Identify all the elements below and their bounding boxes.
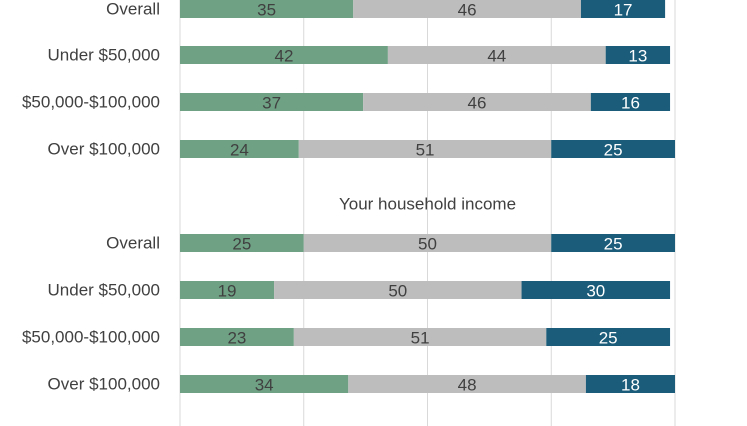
data-label: 17 [614, 1, 633, 20]
bar-segment [180, 328, 294, 346]
bar-segment [585, 375, 675, 393]
bar-segment [551, 140, 675, 158]
data-label: 50 [418, 235, 437, 254]
bar-segment [180, 46, 388, 64]
bar-segment [363, 93, 591, 111]
bar-segment [348, 375, 586, 393]
bar-segment [580, 0, 666, 18]
data-label: 44 [487, 47, 506, 66]
bar-segment [180, 281, 275, 299]
data-label: 51 [416, 141, 435, 160]
bar-segment [590, 93, 671, 111]
category-label: Over $100,000 [48, 375, 160, 394]
data-label: 51 [411, 329, 430, 348]
data-label: 13 [628, 47, 647, 66]
data-label: 35 [257, 1, 276, 20]
data-label: 50 [388, 282, 407, 301]
bar-segment [274, 281, 522, 299]
data-label: 25 [604, 235, 623, 254]
data-label: 46 [458, 1, 477, 20]
data-label: 18 [621, 376, 640, 395]
bar-segment [293, 328, 547, 346]
bar-segment [521, 281, 671, 299]
bar-segment [546, 328, 671, 346]
data-label: 16 [621, 94, 640, 113]
category-label: Overall [106, 234, 160, 253]
bar-group-0: Overall 35 46 17 Under $50,000 42 44 13 $50,000-… [22, 0, 675, 160]
category-label: Under $50,000 [48, 281, 160, 300]
bar-segment [387, 46, 606, 64]
bar-segment [180, 0, 354, 18]
bar-segment [353, 0, 581, 18]
data-label: 48 [458, 376, 477, 395]
category-label: Over $100,000 [48, 140, 160, 159]
bar-segment [551, 234, 675, 252]
bar-segment [605, 46, 671, 64]
bar-segment [180, 234, 304, 252]
data-label: 30 [586, 282, 605, 301]
data-label: 19 [218, 282, 237, 301]
chart-groups: Overall 35 46 17 Under $50,000 42 44 13 $50,000-… [22, 0, 675, 395]
data-label: 37 [262, 94, 281, 113]
data-label: 24 [230, 141, 249, 160]
data-label: 42 [274, 47, 293, 66]
bar-segment [180, 93, 364, 111]
data-label: 34 [255, 376, 274, 395]
category-label: $50,000-$100,000 [22, 93, 160, 112]
bar-segment [180, 140, 299, 158]
data-label: 25 [232, 235, 251, 254]
bar-segment [180, 375, 349, 393]
data-label: 46 [468, 94, 487, 113]
category-label: $50,000-$100,000 [22, 328, 160, 347]
gridlines [179, 0, 676, 426]
data-label: 25 [604, 141, 623, 160]
category-label: Overall [106, 0, 160, 19]
bar-group-1: Your household income Overall 25 50 25 Under … [22, 195, 675, 395]
data-label: 25 [599, 329, 618, 348]
bar-segment [303, 234, 552, 252]
group-title: Your household income [339, 195, 516, 214]
data-label: 23 [227, 329, 246, 348]
category-label: Under $50,000 [48, 46, 160, 65]
bar-segment [298, 140, 552, 158]
